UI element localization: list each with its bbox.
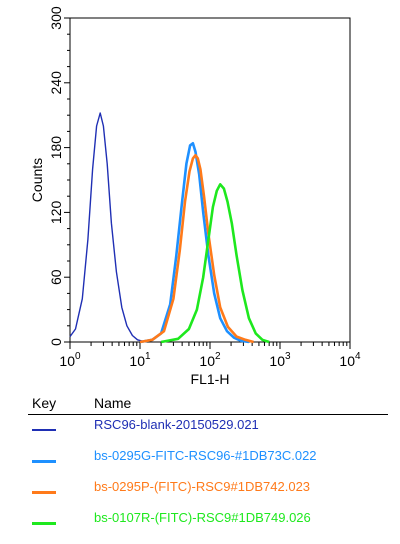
chart-axes: 0 60 120 180 240 300 100 101 102 103 104 xyxy=(48,6,361,369)
legend-name-header: Name xyxy=(94,395,132,411)
x-tick-label: 103 xyxy=(269,351,291,369)
x-tick-label: 100 xyxy=(59,351,81,369)
legend-label: bs-0295G-FITC-RSC96-#1DB73C.022 xyxy=(94,448,317,463)
x-tick-label: 101 xyxy=(129,351,151,369)
series-line-0 xyxy=(69,112,146,343)
y-tick-label: 0 xyxy=(48,338,64,346)
y-tick-label: 300 xyxy=(48,6,64,30)
legend-swatch xyxy=(32,429,56,431)
x-tick-label: 102 xyxy=(199,351,221,369)
legend-label: RSC96-blank-20150529.021 xyxy=(94,417,259,432)
y-tick-label: 120 xyxy=(48,201,64,225)
legend-item: RSC96-blank-20150529.021 xyxy=(28,415,388,446)
legend-item: bs-0295G-FITC-RSC96-#1DB73C.022 xyxy=(28,446,388,477)
series-line-1 xyxy=(139,142,250,344)
legend-item: bs-0107R-(FITC)-RSC9#1DB749.026 xyxy=(28,508,388,539)
legend-label: bs-0295P-(FITC)-RSC9#1DB742.023 xyxy=(94,479,311,494)
series-line-3 xyxy=(160,183,270,344)
chart-series xyxy=(69,112,270,344)
series-line-2 xyxy=(139,153,254,344)
legend-divider xyxy=(28,414,388,415)
legend-key-header: Key xyxy=(32,395,57,411)
x-tick-label: 104 xyxy=(339,351,361,369)
legend-item: bs-0295P-(FITC)-RSC9#1DB742.023 xyxy=(28,477,388,508)
x-axis-label: FL1-H xyxy=(191,371,230,387)
plot-frame xyxy=(69,17,351,343)
legend-rows: RSC96-blank-20150529.021 bs-0295G-FITC-RS… xyxy=(28,415,388,539)
y-axis-label: Counts xyxy=(29,158,45,202)
legend: Key Name RSC96-blank-20150529.021 bs-0295… xyxy=(28,393,388,539)
legend-swatch xyxy=(32,522,56,525)
y-tick-label: 60 xyxy=(48,269,64,285)
y-tick-label: 240 xyxy=(48,71,64,95)
legend-swatch xyxy=(32,460,56,463)
legend-header: Key Name xyxy=(28,393,388,415)
histogram-chart: 0 60 120 180 240 300 100 101 102 103 104 Counts FL… xyxy=(29,6,361,387)
y-tick-label: 180 xyxy=(48,136,64,160)
legend-swatch xyxy=(32,491,56,494)
legend-label: bs-0107R-(FITC)-RSC9#1DB749.026 xyxy=(94,510,311,525)
